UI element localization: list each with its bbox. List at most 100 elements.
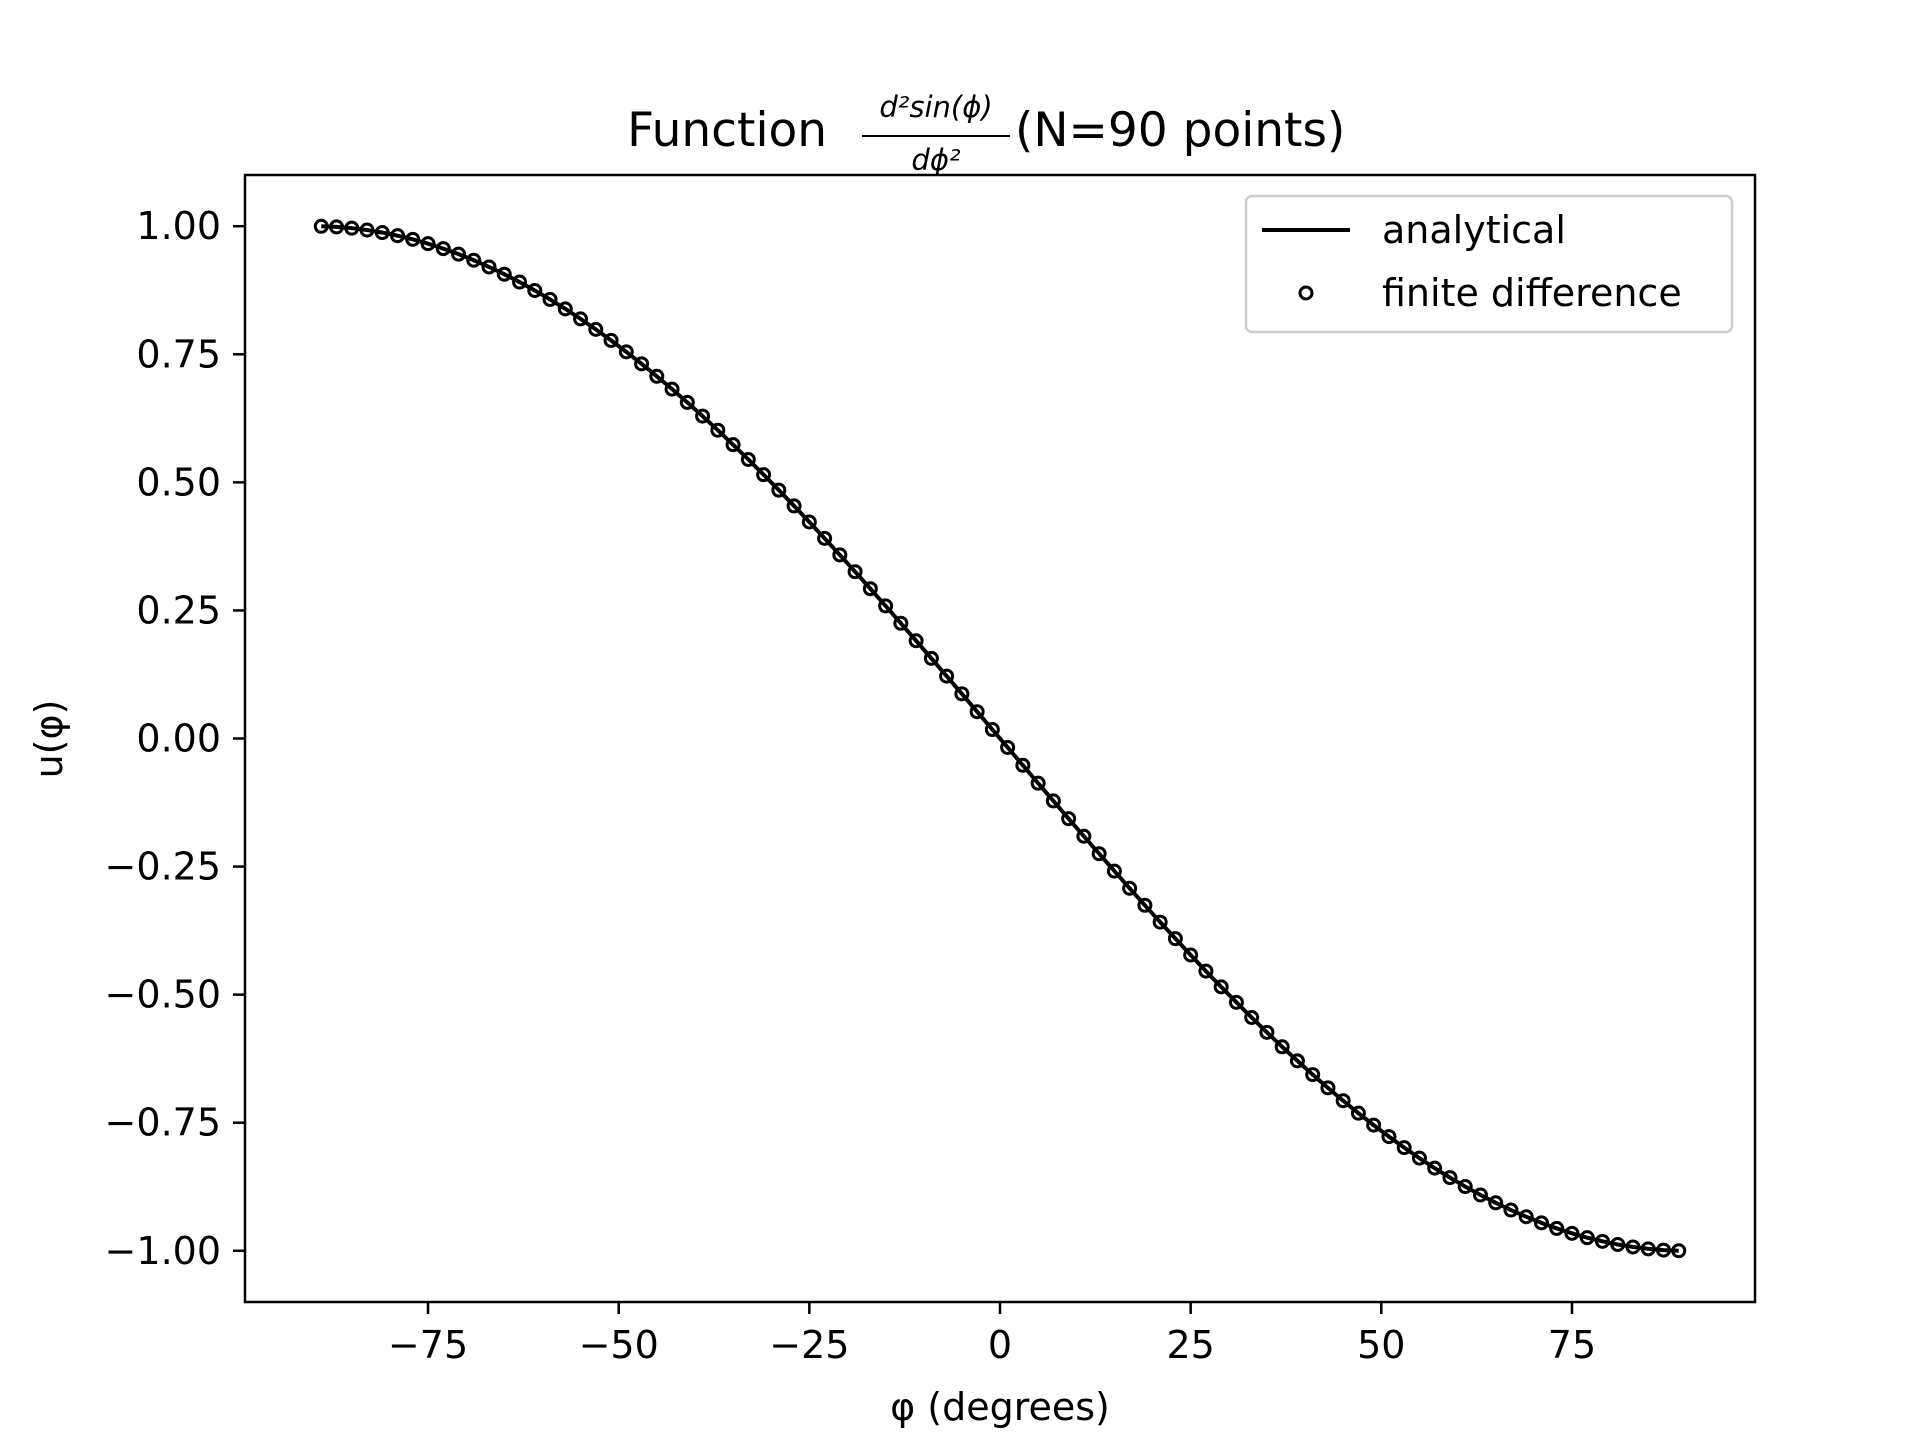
finite-difference-point — [725, 437, 741, 453]
finite-difference-point — [1594, 1233, 1610, 1249]
finite-difference-point — [969, 704, 985, 720]
finite-difference-point — [1640, 1241, 1656, 1257]
finite-difference-point — [1213, 979, 1229, 995]
finite-difference-point — [1671, 1243, 1687, 1259]
finite-difference-point — [405, 231, 421, 247]
chart-title-numerator: d²sin(ϕ) — [879, 90, 992, 124]
y-tick-label: 0.50 — [136, 460, 221, 504]
finite-difference-point — [1244, 1010, 1260, 1025]
finite-difference-point — [496, 266, 512, 282]
finite-difference-point — [664, 381, 680, 397]
finite-difference-point — [1472, 1187, 1488, 1203]
finite-difference-point — [1610, 1236, 1626, 1252]
finite-difference-point — [1427, 1160, 1443, 1176]
finite-difference-point — [649, 368, 665, 384]
finite-difference-point — [1655, 1242, 1671, 1258]
y-tick-label: −0.25 — [105, 845, 221, 889]
finite-difference-point — [1137, 897, 1153, 913]
legend-analytical-label: analytical — [1382, 208, 1566, 252]
finite-difference-point — [481, 259, 497, 275]
finite-difference-point — [420, 236, 436, 252]
x-tick-label: −50 — [579, 1323, 659, 1367]
x-tick-label: 0 — [988, 1323, 1012, 1367]
finite-difference-point — [1518, 1209, 1534, 1225]
y-tick-label: 1.00 — [136, 204, 221, 248]
y-tick-label: 0.00 — [136, 717, 221, 761]
finite-difference-point — [786, 498, 802, 514]
y-tick-label: −0.75 — [105, 1101, 221, 1145]
finite-difference-point — [954, 686, 970, 702]
finite-difference-point — [1396, 1140, 1412, 1156]
analytical-line — [321, 224, 1679, 1253]
x-axis-ticks: −75 −50 −25 0 25 50 75 — [388, 1302, 1596, 1367]
finite-difference-point — [1274, 1039, 1290, 1055]
x-axis-label: φ (degrees) — [890, 1385, 1110, 1429]
finite-difference-point — [862, 581, 878, 597]
legend-finite-difference-marker — [1298, 285, 1314, 301]
finite-difference-point — [1320, 1080, 1336, 1096]
finite-difference-point — [313, 218, 329, 234]
finite-difference-point — [1381, 1129, 1397, 1145]
y-axis-label: u(φ) — [27, 700, 71, 779]
finite-difference-point — [908, 633, 924, 649]
finite-difference-point — [817, 530, 833, 546]
x-tick-label: −75 — [388, 1323, 468, 1367]
x-tick-label: 50 — [1357, 1323, 1405, 1367]
x-tick-label: 75 — [1548, 1323, 1596, 1367]
finite-difference-point — [984, 722, 1000, 738]
series-analytical — [321, 224, 1679, 1253]
finite-difference-point — [923, 650, 939, 666]
x-tick-label: 25 — [1166, 1323, 1214, 1367]
finite-difference-point — [527, 282, 543, 298]
finite-difference-point — [1198, 963, 1214, 979]
finite-difference-point — [710, 422, 726, 438]
x-tick-label: −25 — [769, 1323, 849, 1367]
finite-difference-point — [695, 408, 711, 424]
finite-difference-point — [618, 344, 634, 360]
series-finite-difference — [313, 218, 1687, 1259]
chart-title-suffix: (N=90 points) — [1015, 103, 1345, 158]
finite-difference-point — [1228, 994, 1244, 1010]
finite-difference-point — [893, 615, 909, 631]
chart-title-denominator: dϕ² — [911, 143, 961, 177]
finite-difference-point — [1579, 1230, 1595, 1246]
finite-difference-point — [1625, 1239, 1641, 1255]
finite-difference-point — [1289, 1053, 1305, 1069]
legend-finite-difference-label: finite difference — [1382, 271, 1682, 315]
finite-difference-point — [832, 547, 848, 563]
legend-box — [1244, 194, 1734, 334]
finite-difference-point — [542, 291, 558, 307]
finite-difference-point — [1564, 1225, 1580, 1241]
finite-difference-point — [329, 219, 345, 235]
finite-difference-point — [1549, 1220, 1565, 1236]
y-tick-label: −0.50 — [105, 973, 221, 1017]
finite-difference-point — [1411, 1150, 1427, 1166]
chart-title-prefix: Function — [627, 103, 842, 158]
finite-difference-point — [1457, 1179, 1473, 1195]
finite-difference-point — [1000, 739, 1016, 755]
finite-difference-point — [1533, 1215, 1549, 1231]
y-tick-label: 0.25 — [136, 588, 221, 632]
finite-difference-point — [1106, 863, 1122, 879]
finite-difference-point — [1091, 846, 1107, 862]
finite-difference-point — [344, 220, 360, 236]
finite-difference-point — [1488, 1195, 1504, 1211]
finite-difference-point — [756, 467, 772, 483]
finite-difference-point — [588, 321, 604, 337]
finite-difference-point — [1030, 775, 1046, 791]
finite-difference-point — [1076, 828, 1092, 844]
finite-difference-point — [1061, 811, 1077, 827]
finite-difference-point — [1015, 757, 1031, 773]
finite-difference-point — [1350, 1105, 1366, 1121]
finite-difference-point — [1122, 880, 1138, 896]
finite-difference-point — [679, 394, 695, 410]
legend: analytical finite difference — [1244, 194, 1734, 334]
chart-title: Function d²sin(ϕ) dϕ² (N=90 points) — [627, 90, 1345, 177]
finite-difference-point — [939, 668, 955, 684]
finite-difference-point — [359, 222, 375, 238]
finite-difference-point — [1045, 793, 1061, 809]
finite-difference-point — [1259, 1024, 1275, 1040]
finite-difference-point — [512, 274, 528, 290]
